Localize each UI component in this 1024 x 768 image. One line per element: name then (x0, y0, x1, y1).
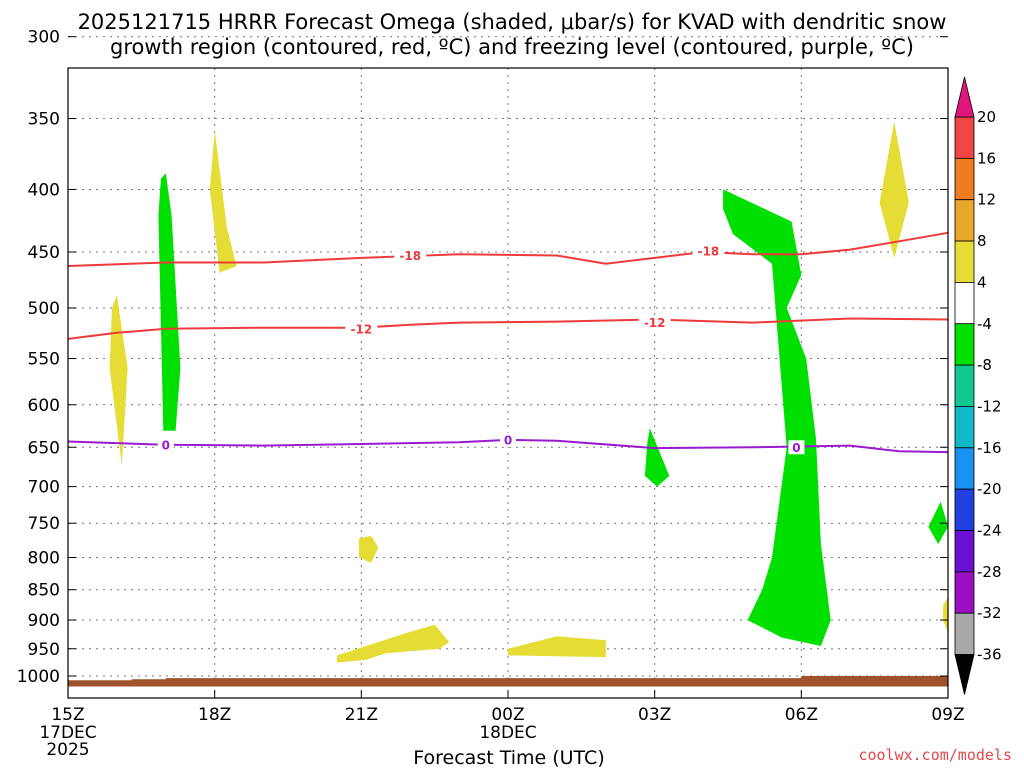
colorbar-bin (954, 364, 975, 407)
y-tick-label: 700 (28, 478, 60, 498)
colorbar-bottom-arrow (954, 654, 975, 695)
freezing-level-0-line (67, 438, 949, 454)
omega-neg-1 (158, 173, 181, 431)
x-tick-label: 18Z (198, 705, 231, 725)
colorbar-label: -32 (977, 604, 1002, 622)
omega-pos-5 (508, 636, 606, 658)
x-tick-label: 06Z (785, 705, 818, 725)
y-tick-label: 550 (28, 350, 60, 370)
colorbar-label: -36 (977, 646, 1002, 664)
omega-pos-1 (109, 295, 128, 465)
omega-pos-2 (209, 130, 237, 273)
dgz-minus18-label-bg (394, 248, 427, 263)
colorbar-bin (954, 157, 975, 201)
freezing-level-0-label-bg (157, 437, 174, 452)
omega-neg-3 (723, 189, 831, 646)
terrain-ground (68, 676, 948, 687)
y-tick-label: 400 (28, 180, 60, 200)
colorbar-label: -8 (977, 356, 992, 374)
omega-pos-8 (943, 597, 948, 633)
x-tick-label: 00Z (491, 705, 524, 725)
dgz-minus12-label: -12 (644, 316, 666, 330)
colorbar-label: -12 (977, 397, 1002, 415)
dgz-minus18-line (67, 231, 949, 267)
y-tick-label: 500 (28, 299, 60, 319)
chart-title-line1: 2025121715 HRRR Forecast Omega (shaded, … (78, 10, 947, 34)
colorbar-label: -28 (977, 563, 1002, 581)
colorbar: 20 16 12 8 4 -4 -8 -12 -16 -20 -24 -28 -32 -36 (954, 76, 1002, 695)
freezing-level-0-label: 0 (162, 438, 170, 452)
x-tick-date: 17DEC (39, 723, 96, 743)
omega-pos-3 (358, 535, 379, 563)
y-tick-label: 650 (28, 438, 60, 458)
omega-pos-4 (336, 624, 450, 663)
colorbar-bin (954, 406, 975, 449)
dgz-minus12-line (67, 317, 949, 340)
dgz-minus18-label-bg (692, 243, 725, 258)
x-tick-label: 03Z (638, 705, 671, 725)
colorbar-top-arrow (954, 76, 975, 118)
dgz-minus18-label: -18 (399, 249, 421, 263)
colorbar-bin (954, 199, 975, 242)
x-tick-date: 18DEC (479, 723, 536, 743)
contours: -18 -18 -12 -12 0 0 0 (67, 231, 949, 455)
colorbar-bin (954, 530, 975, 573)
colorbar-label: -24 (977, 522, 1002, 540)
colorbar-bin (954, 488, 975, 531)
colorbar-bin (954, 323, 975, 366)
colorbar-label: 4 (977, 273, 987, 291)
colorbar-label: 16 (977, 149, 996, 167)
freezing-level-0-label: 0 (792, 441, 800, 455)
y-tick-label: 850 (28, 581, 60, 601)
chart-title-line2: growth region (contoured, red, ºC) and f… (110, 35, 914, 59)
colorbar-label: -4 (977, 315, 992, 333)
x-axis-label: Forecast Time (UTC) (413, 747, 604, 768)
y-axis: 2503003504004505005506006507007508008509… (17, 28, 948, 687)
colorbar-label: 12 (977, 191, 996, 209)
x-tick-label: 15Z (51, 705, 84, 725)
colorbar-label: 20 (977, 108, 996, 126)
colorbar-bin (954, 447, 975, 490)
x-tick-year: 2025 (46, 740, 89, 760)
x-tick-label: 09Z (931, 705, 964, 725)
colorbar-bin (954, 240, 975, 283)
y-tick-label: 600 (28, 396, 60, 416)
colorbar-bin (954, 116, 975, 159)
y-tick-label: 450 (28, 243, 60, 263)
freezing-level-0-label-bg (788, 440, 805, 455)
freezing-level-0-label: 0 (504, 433, 512, 447)
dgz-minus12-label: -12 (350, 322, 372, 336)
colorbar-bin (954, 612, 975, 655)
terrain (68, 676, 948, 687)
colorbar-bin (954, 571, 975, 614)
y-tick-label: 950 (28, 640, 60, 660)
omega-shading (109, 121, 948, 663)
colorbar-label: 8 (977, 232, 987, 250)
y-tick-label: 800 (28, 549, 60, 569)
y-tick-label: 750 (28, 514, 60, 534)
y-tick-label: 900 (28, 611, 60, 631)
credit-text: coolwx.com/models (858, 746, 1012, 764)
colorbar-label: -20 (977, 480, 1002, 498)
freezing-level-0-label-bg (500, 432, 516, 447)
dgz-minus12-label-bg (638, 315, 671, 330)
colorbar-bin (954, 281, 975, 325)
y-tick-label: 350 (28, 110, 60, 130)
omega-neg-2 (644, 428, 670, 487)
y-tick-label: 1000 (17, 667, 60, 687)
omega-neg-5 (928, 501, 948, 545)
omega-pos-7 (879, 121, 909, 258)
colorbar-label: -16 (977, 439, 1002, 457)
dgz-minus18-label: -18 (698, 244, 720, 258)
x-tick-label: 21Z (345, 705, 378, 725)
dgz-minus12-label-bg (345, 321, 378, 336)
y-tick-label: 300 (28, 28, 60, 48)
